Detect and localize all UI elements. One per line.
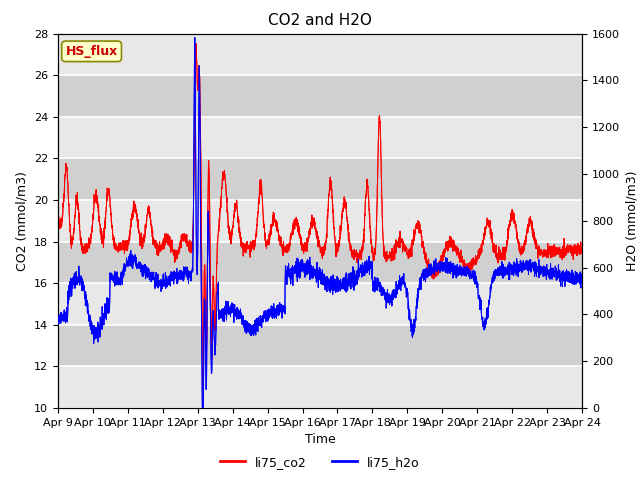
X-axis label: Time: Time	[305, 433, 335, 446]
Y-axis label: CO2 (mmol/m3): CO2 (mmol/m3)	[15, 171, 28, 271]
Bar	[58, 325, 582, 366]
Bar	[58, 366, 582, 408]
li75_co2	[278, 242, 286, 248]
Title: CO2 and H2O: CO2 and H2O	[268, 13, 372, 28]
li75_co2	[54, 216, 61, 222]
li75_h2o	[54, 316, 61, 322]
li75_co2	[199, 395, 207, 401]
li75_co2	[255, 194, 263, 200]
Text: HS_flux: HS_flux	[65, 45, 118, 58]
li75_h2o	[579, 280, 586, 286]
li75_h2o	[198, 405, 206, 411]
Line: li75_co2: li75_co2	[58, 44, 582, 398]
Bar	[58, 75, 582, 117]
Bar	[58, 200, 582, 241]
li75_co2	[579, 247, 586, 252]
li75_co2	[568, 245, 576, 251]
Legend: li75_co2, li75_h2o: li75_co2, li75_h2o	[215, 451, 425, 474]
Line: li75_h2o: li75_h2o	[58, 37, 582, 408]
li75_h2o	[255, 319, 263, 325]
li75_co2	[145, 211, 152, 216]
Bar	[58, 283, 582, 325]
li75_co2	[512, 221, 520, 227]
li75_h2o	[114, 276, 122, 282]
li75_h2o	[191, 35, 198, 40]
li75_h2o	[512, 266, 520, 272]
li75_co2	[192, 41, 200, 47]
Y-axis label: H2O (mmol/m3): H2O (mmol/m3)	[626, 170, 639, 271]
Bar	[58, 158, 582, 200]
li75_co2	[114, 244, 122, 250]
Bar	[58, 241, 582, 283]
li75_h2o	[278, 307, 286, 312]
li75_h2o	[568, 277, 576, 283]
Bar	[58, 117, 582, 158]
li75_h2o	[145, 272, 152, 277]
Bar	[58, 34, 582, 75]
